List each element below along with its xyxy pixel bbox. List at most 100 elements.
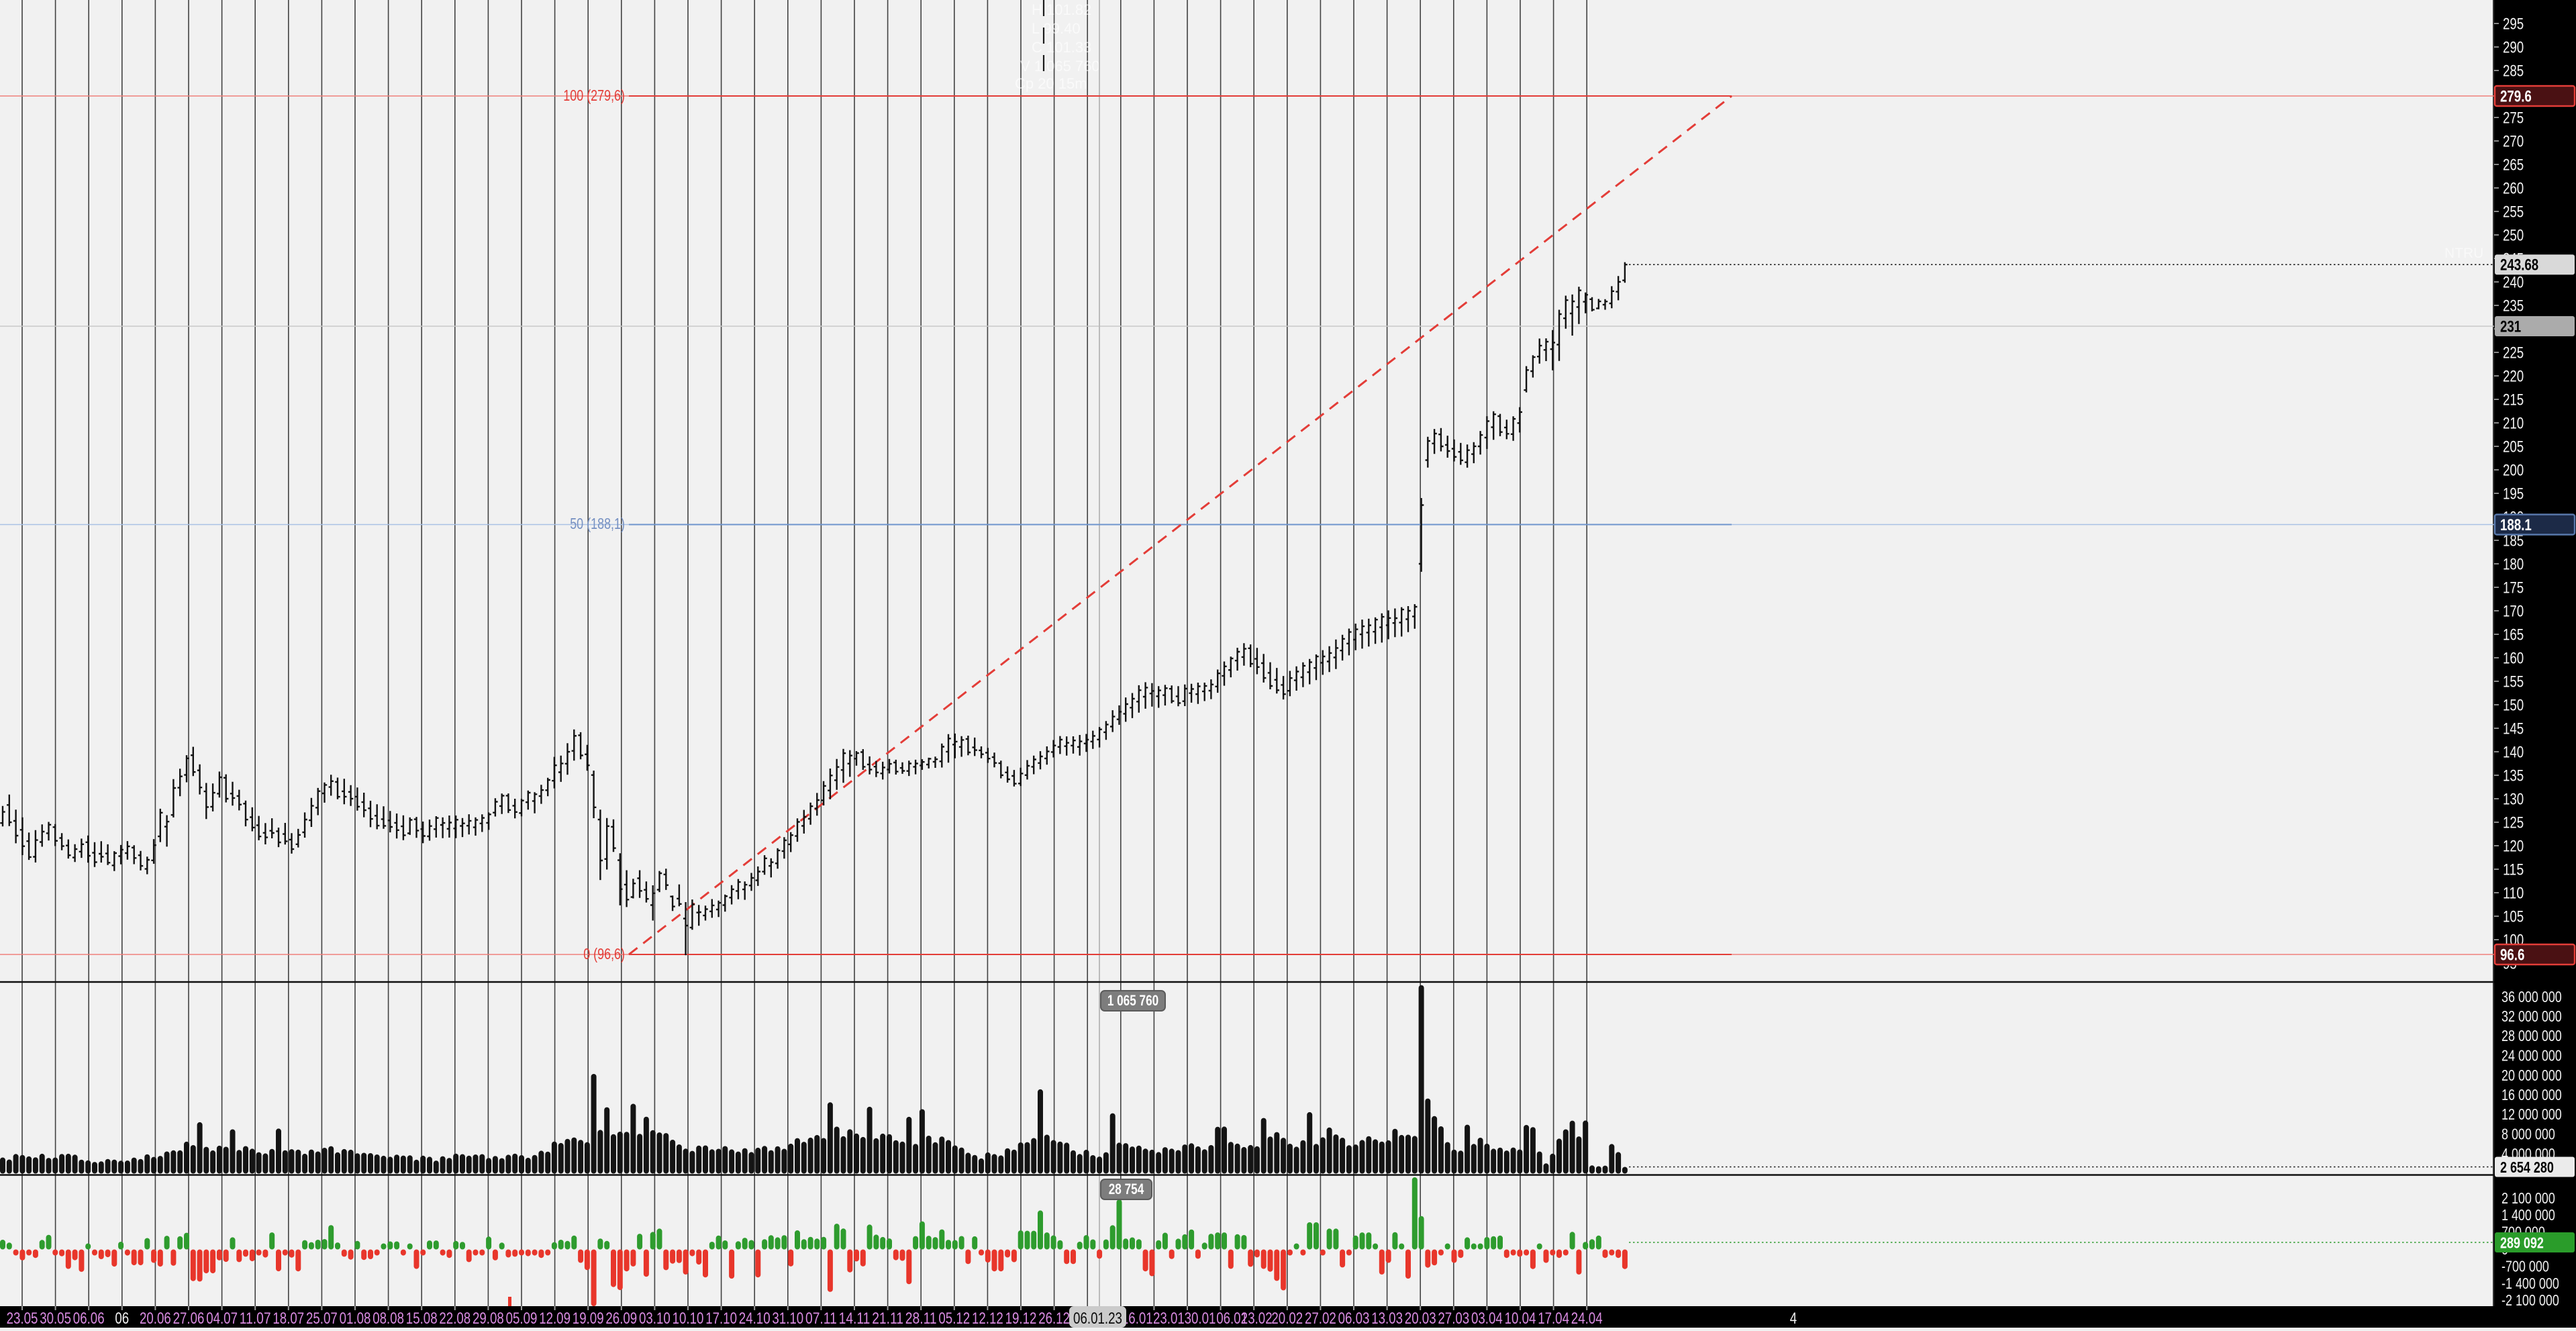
svg-text:13.03: 13.03	[1371, 1310, 1403, 1328]
svg-text:295: 295	[2503, 15, 2524, 34]
svg-text:105: 105	[2503, 908, 2524, 926]
svg-text:100 (279,6): 100 (279,6)	[563, 87, 625, 104]
svg-text:160: 160	[2503, 650, 2524, 668]
svg-text:165: 165	[2503, 626, 2524, 644]
svg-text:140: 140	[2503, 744, 2524, 762]
svg-text:28.11: 28.11	[905, 1310, 937, 1328]
svg-text:265: 265	[2503, 156, 2524, 175]
svg-text:130: 130	[2503, 791, 2524, 809]
svg-text:29.08: 29.08	[473, 1310, 504, 1328]
svg-text:Cp 20 15m: Cp 20 15m	[1015, 75, 1087, 92]
svg-text:NTRU: NTRU	[2444, 246, 2483, 261]
svg-text:155: 155	[2503, 673, 2524, 691]
svg-text:19.09: 19.09	[573, 1310, 604, 1328]
svg-text:12 000 000: 12 000 000	[2501, 1105, 2562, 1123]
svg-text:250: 250	[2503, 227, 2524, 245]
svg-text:04.07: 04.07	[206, 1310, 238, 1328]
svg-text:14.11: 14.11	[839, 1310, 871, 1328]
svg-text:36 000 000: 36 000 000	[2501, 988, 2562, 1005]
svg-text:26.09: 26.09	[605, 1310, 637, 1328]
svg-text:96.6: 96.6	[2500, 946, 2524, 965]
svg-text:06: 06	[115, 1310, 129, 1328]
svg-text:31.10: 31.10	[772, 1310, 803, 1328]
svg-text:C 101.33: C 101.33	[1032, 39, 1091, 56]
svg-text:19.12: 19.12	[1005, 1310, 1037, 1328]
svg-text:4: 4	[1790, 1310, 1797, 1328]
svg-text:30.01: 30.01	[1185, 1310, 1216, 1328]
svg-text:06.03: 06.03	[1338, 1310, 1370, 1328]
svg-text:50 (188,1): 50 (188,1)	[570, 515, 625, 532]
svg-text:06.01.23: 06.01.23	[1073, 1310, 1122, 1328]
svg-text:11.07: 11.07	[240, 1310, 271, 1328]
svg-text:22.08: 22.08	[439, 1310, 470, 1328]
svg-text:15.08: 15.08	[406, 1310, 438, 1328]
svg-text:27.03: 27.03	[1438, 1310, 1469, 1328]
svg-text:125: 125	[2503, 814, 2524, 832]
svg-text:24 000 000: 24 000 000	[2501, 1047, 2562, 1065]
svg-text:-700 000: -700 000	[2501, 1257, 2549, 1275]
svg-text:145: 145	[2503, 720, 2524, 738]
svg-text:289 092: 289 092	[2500, 1234, 2544, 1252]
svg-text:27.06: 27.06	[173, 1310, 205, 1328]
svg-text:05.09: 05.09	[506, 1310, 538, 1328]
svg-text:235: 235	[2503, 297, 2524, 315]
svg-text:170: 170	[2503, 603, 2524, 621]
svg-text:03.10: 03.10	[639, 1310, 671, 1328]
svg-text:23.05: 23.05	[7, 1310, 38, 1328]
svg-text:2 654 280: 2 654 280	[2500, 1159, 2554, 1176]
svg-text:225: 225	[2503, 344, 2524, 362]
svg-text:210: 210	[2503, 415, 2524, 433]
svg-text:275: 275	[2503, 109, 2524, 128]
svg-text:21.11: 21.11	[872, 1310, 903, 1328]
svg-text:2 100 000: 2 100 000	[2501, 1189, 2555, 1207]
svg-text:1 065 760: 1 065 760	[1107, 992, 1158, 1009]
svg-text:12.09: 12.09	[539, 1310, 571, 1328]
svg-text:16.01: 16.01	[1122, 1310, 1153, 1328]
svg-text:L 99.40: L 99.40	[1032, 20, 1081, 37]
svg-text:24.04: 24.04	[1571, 1310, 1603, 1328]
svg-text:290: 290	[2503, 39, 2524, 57]
svg-text:V 1 065 760: V 1 065 760	[1020, 58, 1100, 75]
svg-text:200: 200	[2503, 462, 2524, 480]
svg-text:20 000 000: 20 000 000	[2501, 1067, 2562, 1084]
svg-text:-2 100 000: -2 100 000	[2501, 1291, 2559, 1309]
svg-text:H 101.82: H 101.82	[1032, 1, 1091, 18]
svg-text:30.05: 30.05	[40, 1310, 71, 1328]
svg-text:07.11: 07.11	[805, 1310, 837, 1328]
svg-text:13.02: 13.02	[1241, 1310, 1273, 1328]
svg-text:16 000 000: 16 000 000	[2501, 1086, 2562, 1103]
svg-text:23.01: 23.01	[1153, 1310, 1185, 1328]
svg-text:20.02: 20.02	[1271, 1310, 1303, 1328]
svg-text:120: 120	[2503, 838, 2524, 856]
svg-text:17.04: 17.04	[1538, 1310, 1569, 1328]
svg-text:240: 240	[2503, 274, 2524, 292]
svg-text:27.02: 27.02	[1305, 1310, 1336, 1328]
svg-text:03.04: 03.04	[1471, 1310, 1503, 1328]
svg-text:255: 255	[2503, 203, 2524, 221]
svg-text:05.12: 05.12	[938, 1310, 970, 1328]
svg-text:28 754: 28 754	[1109, 1181, 1144, 1197]
svg-text:115: 115	[2503, 861, 2524, 879]
svg-text:188.1: 188.1	[2500, 516, 2532, 534]
svg-text:215: 215	[2503, 391, 2524, 409]
svg-text:20.06: 20.06	[140, 1310, 171, 1328]
svg-text:220: 220	[2503, 368, 2524, 386]
svg-text:8 000 000: 8 000 000	[2501, 1126, 2555, 1143]
svg-text:270: 270	[2503, 133, 2524, 151]
svg-text:10.10: 10.10	[673, 1310, 704, 1328]
svg-text:25.07: 25.07	[306, 1310, 338, 1328]
svg-text:24.10: 24.10	[739, 1310, 771, 1328]
svg-text:243.68: 243.68	[2500, 256, 2538, 275]
svg-text:175: 175	[2503, 579, 2524, 597]
svg-text:18.07: 18.07	[273, 1310, 304, 1328]
svg-text:-1 400 000: -1 400 000	[2501, 1275, 2559, 1292]
svg-text:279.6: 279.6	[2500, 88, 2532, 106]
svg-text:08.08: 08.08	[373, 1310, 404, 1328]
svg-text:06.02: 06.02	[1216, 1310, 1248, 1328]
svg-text:180: 180	[2503, 556, 2524, 574]
svg-text:32 000 000: 32 000 000	[2501, 1007, 2562, 1025]
svg-text:150: 150	[2503, 697, 2524, 715]
svg-text:20.03: 20.03	[1405, 1310, 1436, 1328]
svg-text:205: 205	[2503, 438, 2524, 456]
svg-text:12.12: 12.12	[972, 1310, 1003, 1328]
